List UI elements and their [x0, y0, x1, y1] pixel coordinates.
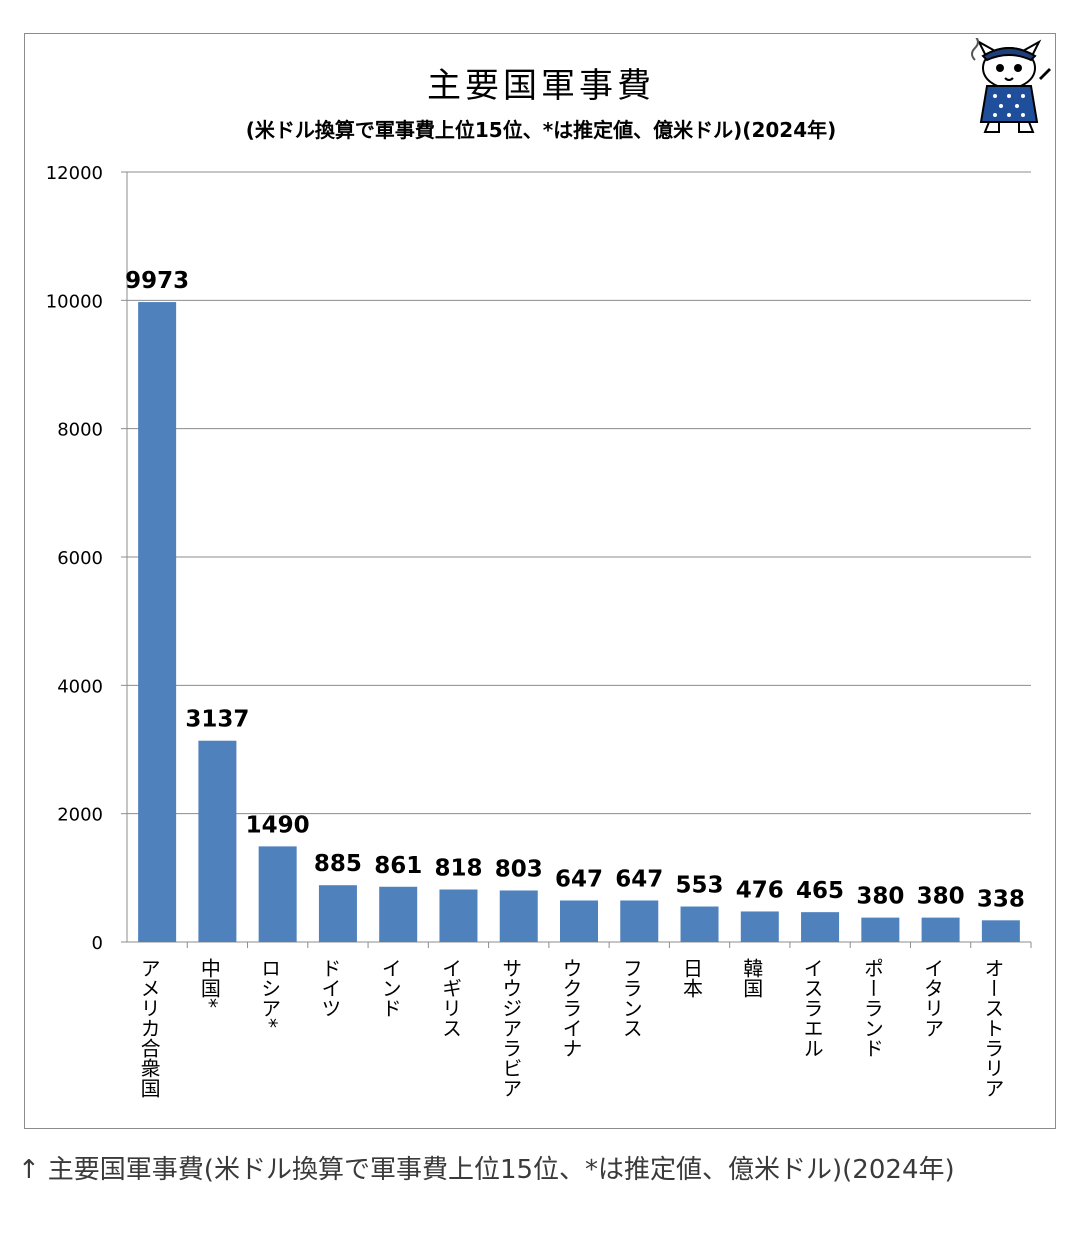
- y-tick-label: 6000: [57, 548, 103, 569]
- data-label: 380: [917, 884, 965, 910]
- data-label: 380: [856, 884, 904, 910]
- data-label: 818: [434, 856, 482, 882]
- y-tick-label: 4000: [57, 676, 103, 697]
- bar: [258, 846, 297, 942]
- data-label: 476: [736, 877, 784, 903]
- bar: [379, 886, 418, 942]
- data-label: 647: [555, 866, 603, 892]
- category-label: サウジアラビア: [499, 958, 523, 1098]
- data-label: 803: [495, 856, 543, 882]
- y-tick-label: 0: [92, 933, 103, 954]
- category-label: インド: [378, 958, 402, 1018]
- data-label: 885: [314, 851, 362, 877]
- category-label: フランス: [619, 958, 643, 1038]
- category-label: ロシア*: [258, 958, 282, 1028]
- chart-frame: 主要国軍事費 (米ドル換算で軍事費上位15位、*は推定値、億米ドル)(2024年…: [24, 33, 1056, 1129]
- category-label: 日本: [680, 958, 704, 998]
- category-label: ドイツ: [318, 958, 342, 1018]
- bar-chart: 0 2000 4000 6000 8000 10000 12000 9973 アメリカ合衆国 31…: [46, 163, 1032, 1098]
- data-label: 3137: [185, 707, 249, 733]
- bar: [560, 900, 598, 942]
- bar: [439, 889, 478, 942]
- category-label: アメリカ合衆国: [137, 958, 161, 1098]
- chart-title: 主要国軍事費: [427, 66, 655, 106]
- y-tick-label: 12000: [46, 163, 103, 184]
- bar: [198, 740, 237, 942]
- category-label: イスラエル: [800, 958, 824, 1058]
- y-tick-label: 8000: [57, 420, 103, 441]
- bar: [318, 885, 357, 942]
- data-label: 465: [796, 878, 844, 904]
- up-arrow-icon: ↑: [18, 1155, 40, 1185]
- bar: [620, 900, 659, 942]
- data-label: 1490: [246, 812, 310, 838]
- figure-caption: ↑ 主要国軍事費(米ドル換算で軍事費上位15位、*は推定値、億米ドル)(2024年…: [18, 1150, 1068, 1190]
- data-label: 553: [676, 873, 724, 899]
- bar: [981, 920, 1020, 942]
- category-label: ポーランド: [860, 958, 884, 1058]
- category-label: オーストラリア: [981, 958, 1005, 1098]
- data-label: 338: [977, 886, 1025, 912]
- y-tick-label: 10000: [46, 291, 103, 312]
- bar: [861, 917, 900, 942]
- bar: [680, 906, 719, 942]
- data-label: 647: [615, 866, 663, 892]
- category-label: イタリア: [921, 958, 945, 1038]
- data-label: 861: [374, 853, 422, 879]
- category-label: 中国*: [197, 958, 221, 1008]
- bar: [921, 917, 960, 942]
- bar: [138, 302, 177, 943]
- caption-text: 主要国軍事費(米ドル換算で軍事費上位15位、*は推定値、億米ドル)(2024年): [47, 1155, 955, 1185]
- bar: [801, 912, 840, 942]
- data-label: 9973: [125, 268, 189, 294]
- chart-subtitle: (米ドル換算で軍事費上位15位、*は推定値、億米ドル)(2024年): [245, 118, 837, 142]
- cat-mascot-icon: [971, 38, 1051, 133]
- category-label: 韓国: [740, 958, 764, 998]
- y-tick-label: 2000: [57, 805, 103, 826]
- category-label: イギリス: [438, 958, 462, 1038]
- bar: [499, 890, 538, 942]
- bar: [740, 911, 779, 942]
- category-label: ウクライナ: [559, 958, 583, 1058]
